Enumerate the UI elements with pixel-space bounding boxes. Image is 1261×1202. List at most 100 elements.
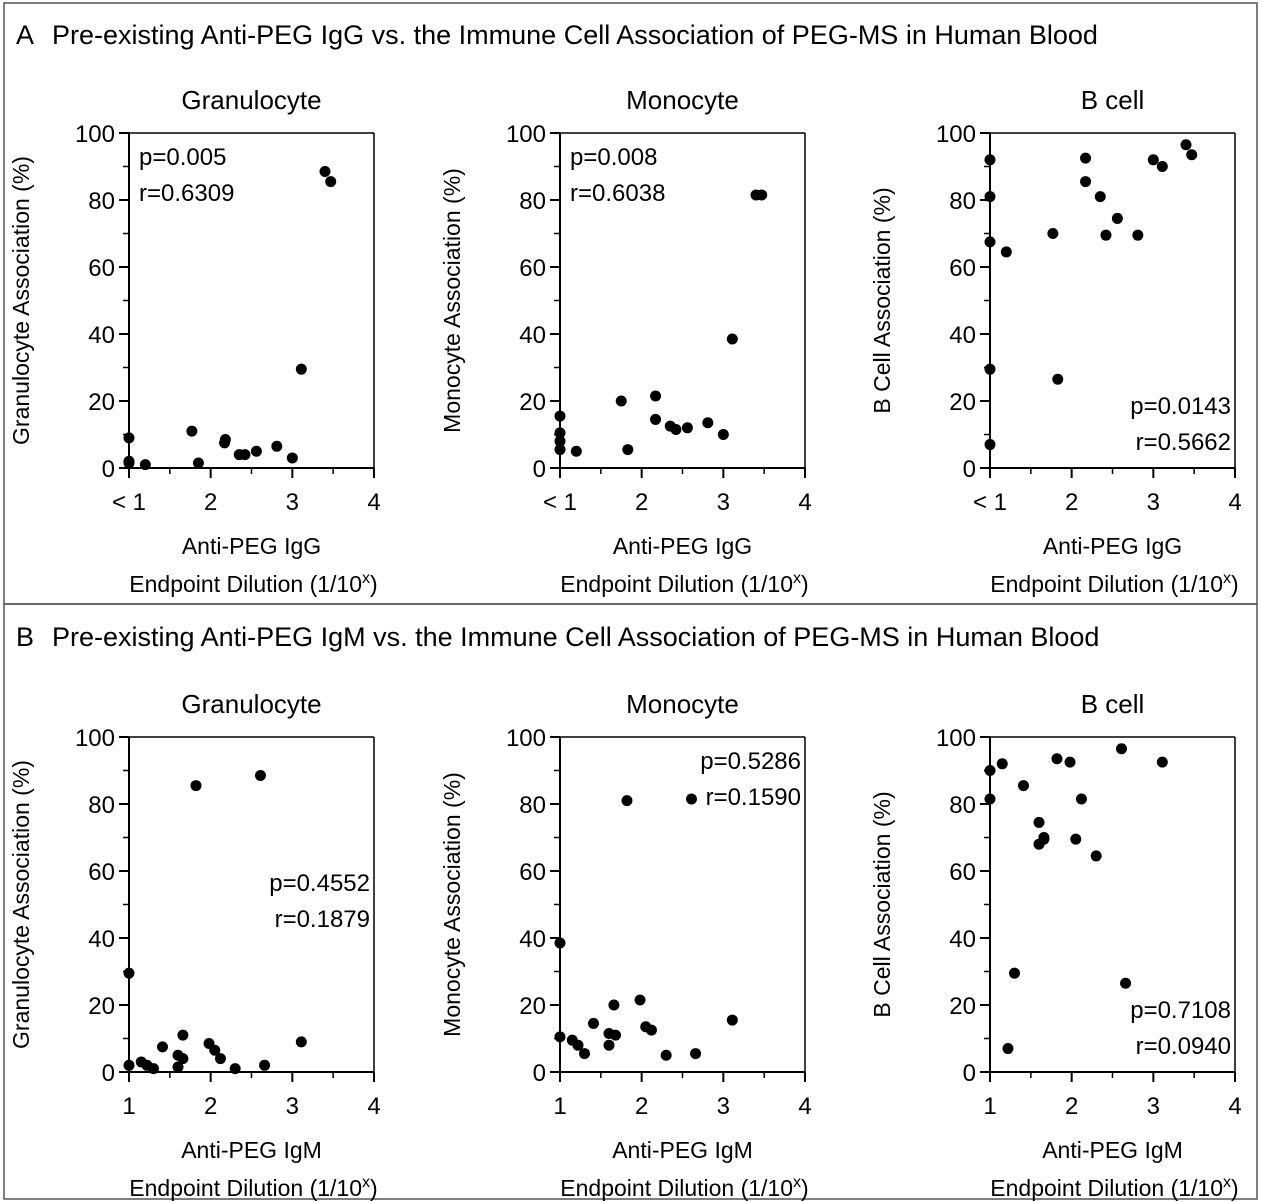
y-axis-label: Monocyte Association (%) [439,168,465,433]
x-tick-label: 2 [204,1093,217,1120]
x-tick-label: 2 [635,1093,648,1120]
x-axis-label-dilution: Endpoint Dilution (1/10x) [990,1174,1238,1201]
data-point [610,1029,622,1041]
data-point [1080,152,1092,164]
chart-b-1: Granulocyte 0 20 40 60 80 100 1 2 3 4 Anti-PEG IgM E… [8,689,381,1201]
y-axis-label: Granulocyte Association (%) [8,156,34,445]
data-point [670,423,682,435]
y-tick-label: 60 [519,859,546,886]
data-point [660,1049,672,1061]
data-point [587,1017,599,1029]
y-tick-label: 100 [506,725,546,752]
x-tick-label: 1 [983,1093,996,1120]
y-axis-label: Monocyte Association (%) [439,772,465,1037]
data-point [192,457,204,469]
x-tick-label: 4 [1228,1093,1241,1120]
x-tick-label: < 1 [973,489,1007,516]
x-axis-label-dilution: Endpoint Dilution (1/10x) [129,1174,377,1201]
x-tick-label: 2 [635,489,648,516]
data-point [984,439,996,451]
y-tick-label: 60 [519,255,546,282]
data-point [1017,780,1029,792]
data-point [603,1039,615,1051]
x-tick-label: 4 [367,1093,380,1120]
data-point [1080,176,1092,188]
y-tick-label: 20 [949,389,976,416]
panel-b-letter: B [16,622,34,652]
data-point [295,363,307,375]
y-tick-label: 20 [519,389,546,416]
data-point [1156,161,1168,172]
data-point [148,1063,159,1075]
data-point [190,780,202,792]
data-point [177,1029,189,1041]
y-tick-label: 80 [949,188,976,215]
data-point [1033,816,1045,828]
y-tick-label: 100 [506,121,546,148]
x-axis-label-dilution: Endpoint Dilution (1/10x) [990,570,1238,597]
r-value-label: r=0.1879 [275,906,370,933]
data-point [1156,756,1168,768]
x-axis-label-dilution: Endpoint Dilution (1/10x) [129,570,377,597]
y-tick-label: 40 [519,926,546,953]
chart-a-1: Granulocyte 0 20 40 60 80 100 < 1 2 3 4 Anti-PEG Ig… [8,85,381,597]
data-point [702,417,714,429]
y-tick-label: 0 [533,1060,546,1087]
data-point [608,999,620,1011]
p-value-label: p=0.4552 [269,870,370,897]
data-point [717,429,729,440]
data-point [756,189,768,201]
x-tick-label: 4 [367,489,380,516]
data-point [1180,139,1192,151]
x-axis-label: Anti-PEG IgG [182,533,321,559]
data-point [250,445,262,457]
y-axis-label: B Cell Association (%) [869,187,895,413]
x-axis-label: Anti-PEG IgG [1043,533,1182,559]
panel-a-title: Pre-existing Anti-PEG IgG vs. the Immune… [52,20,1098,50]
y-tick-label: 80 [519,188,546,215]
data-point [984,191,996,203]
data-point [177,1053,189,1065]
data-point [726,1014,738,1026]
data-point [1094,191,1106,203]
x-tick-label: 1 [122,1093,135,1120]
data-point [186,425,198,437]
y-tick-label: 20 [519,993,546,1020]
r-value-label: r=0.6309 [139,180,234,207]
data-point [1047,228,1059,239]
y-tick-label: 0 [533,456,546,483]
data-point [615,395,627,407]
data-point [622,444,634,456]
data-point [650,390,662,402]
x-axis-label-dilution: Endpoint Dilution (1/10x) [560,570,808,597]
data-point [1115,743,1127,755]
r-value-label: r=0.0940 [1136,1033,1231,1060]
data-point [271,440,283,452]
data-point [123,457,135,469]
p-value-label: p=0.7108 [1130,997,1231,1024]
data-point [645,1024,657,1036]
data-point [681,422,693,434]
data-point [690,1048,702,1060]
y-tick-label: 0 [963,1060,976,1087]
data-point [1100,229,1112,241]
y-tick-label: 0 [102,456,115,483]
chart-title: Monocyte [626,85,739,115]
data-point [1120,977,1132,989]
x-tick-label: 3 [717,1093,730,1120]
data-point [554,1031,566,1043]
y-tick-label: 40 [88,322,115,349]
y-tick-label: 60 [949,255,976,282]
chart-title: Granulocyte [181,85,321,115]
data-point [554,427,566,439]
y-tick-label: 20 [88,993,115,1020]
data-point [996,758,1008,770]
y-tick-label: 100 [75,725,115,752]
y-tick-label: 60 [949,859,976,886]
data-point [1000,246,1012,258]
chart-a-3: B cell 0 20 40 60 80 100 < 1 2 3 4 Anti-PEG IgG Endp… [869,85,1242,597]
data-point [214,1053,226,1065]
data-point [259,1059,271,1071]
data-point [554,410,566,422]
x-tick-label: < 1 [543,489,577,516]
